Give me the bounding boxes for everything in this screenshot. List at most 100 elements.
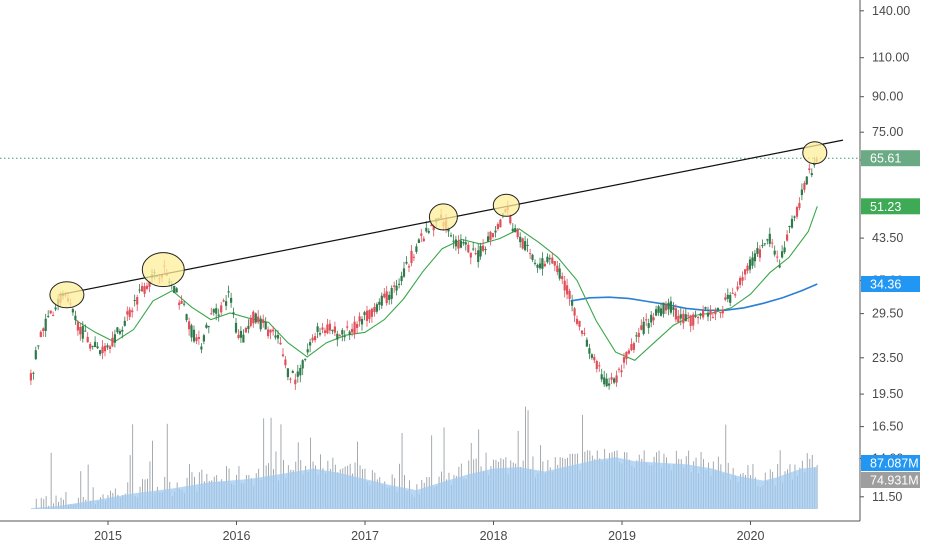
candle-body [751, 257, 754, 266]
candle-body [630, 344, 633, 351]
volume-bar [129, 455, 131, 509]
candle-body [71, 309, 74, 313]
candle-body [553, 261, 556, 266]
volume-layer [30, 406, 818, 509]
candle-body [531, 254, 534, 260]
candle-body [393, 285, 396, 287]
candle-body [136, 297, 139, 305]
candle-body [398, 283, 401, 285]
candle-body [692, 314, 695, 326]
price-labels-layer: 65.61 51.23 34.36 87.087M 74.931M [861, 150, 920, 488]
candle-body [561, 276, 564, 280]
candle-body [758, 249, 761, 258]
price-tick-label: 90.00 [872, 90, 903, 104]
candle-body [699, 313, 702, 316]
candle-body [180, 301, 183, 304]
candle-body [178, 302, 181, 306]
volume-bar [149, 461, 151, 509]
volume-bar [50, 452, 52, 509]
time-tick-label: 2020 [737, 529, 765, 543]
candle-body [430, 225, 433, 227]
candle-body [496, 224, 499, 229]
candle-body [84, 330, 87, 332]
candle-body [326, 324, 329, 334]
candle-body [642, 321, 645, 334]
candle-body [323, 330, 327, 333]
candle-body [220, 305, 223, 313]
candle-body [578, 320, 581, 327]
candle-body [309, 342, 312, 346]
candle-body [289, 378, 292, 380]
price-label-background [861, 198, 920, 215]
candle-body [301, 360, 304, 369]
candle-body [131, 310, 134, 313]
candle-body [252, 311, 255, 324]
candle-body [452, 240, 455, 242]
candle-body [111, 337, 114, 347]
candle-body [474, 253, 477, 255]
annotation-layer[interactable] [0, 139, 860, 309]
candle-body [590, 354, 593, 358]
candle-body [183, 303, 186, 305]
candle-body [106, 345, 109, 348]
candle-body [603, 377, 606, 385]
candle-body [373, 307, 376, 313]
candle-body [748, 259, 752, 270]
candle-body [412, 256, 415, 258]
volume-bar [582, 414, 583, 509]
volume-bar [45, 496, 47, 509]
candle-body [731, 292, 734, 294]
candle-body [143, 286, 146, 294]
highlight-ellipse[interactable] [49, 281, 85, 309]
candle-body [543, 263, 546, 267]
highlight-ellipse[interactable] [141, 252, 185, 288]
candle-body [761, 244, 764, 247]
price-tick-label: 23.50 [872, 351, 903, 365]
candle-body [267, 329, 270, 337]
candle-body [422, 238, 425, 242]
candle-body [388, 294, 391, 300]
candle-body [655, 309, 658, 316]
candle-body [368, 310, 371, 320]
candle-body [469, 252, 472, 258]
candle-body [672, 307, 675, 310]
candle-body [536, 264, 539, 268]
price-tick-label: 16.50 [872, 420, 903, 434]
candle-body [714, 309, 717, 315]
candle-body [244, 328, 247, 333]
volume-bar [35, 498, 37, 509]
candle-body [734, 294, 737, 296]
price-label-text: 74.931M [870, 474, 919, 488]
candle-body [753, 253, 756, 262]
candle-body [29, 373, 32, 381]
highlight-ellipse[interactable] [492, 193, 520, 217]
candle-body [101, 346, 104, 354]
candle-body [338, 335, 341, 337]
candle-body [482, 245, 485, 251]
candle-body [464, 242, 467, 245]
volume-bar [725, 424, 727, 509]
volume-bar [152, 440, 153, 509]
candle-body [304, 358, 307, 360]
candle-body [358, 316, 361, 322]
candle-body [729, 294, 732, 303]
candle-body [294, 379, 297, 385]
price-label-ma-long: 34.36 [861, 276, 920, 292]
volume-bar [166, 423, 168, 509]
highlight-ellipse[interactable] [802, 141, 828, 165]
candle-body [299, 368, 302, 376]
candle-body [746, 265, 749, 271]
time-tick-label: 2016 [223, 529, 251, 543]
highlight-ellipse[interactable] [428, 203, 458, 231]
candle-body [457, 241, 460, 249]
candle-body [425, 227, 428, 232]
candle-body [103, 345, 107, 352]
candle-body [514, 228, 517, 233]
candle-body [306, 349, 309, 353]
candle-body [331, 329, 334, 332]
candle-body [385, 291, 388, 304]
volume-average-area [30, 457, 818, 509]
volume-bar [43, 499, 45, 509]
